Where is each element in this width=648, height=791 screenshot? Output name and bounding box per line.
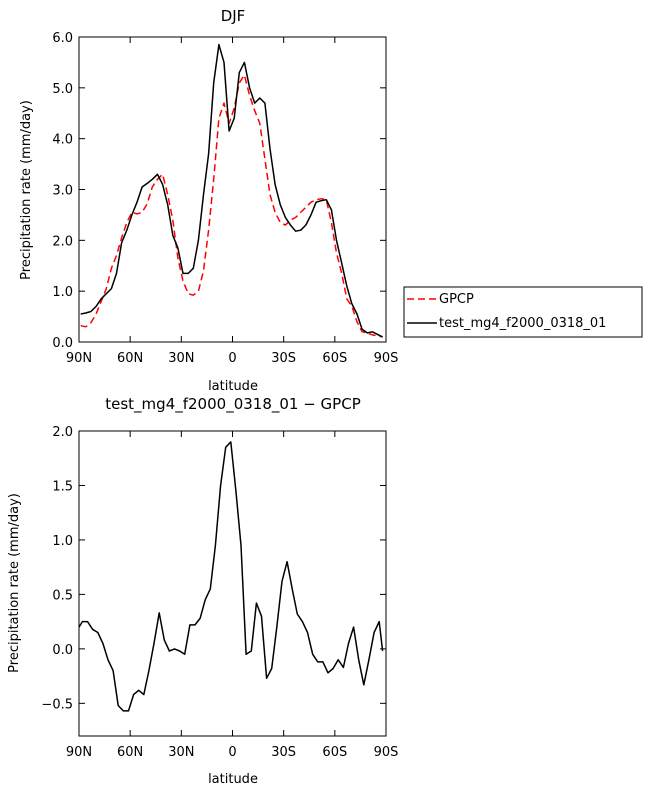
panel-djf-y-ticks: 0.0 1.0 2.0 3.0 4.0 5.0 6.0 <box>52 31 386 351</box>
y-tick-label: 1.5 <box>52 479 73 494</box>
y-tick-label: 4.0 <box>52 133 73 148</box>
series-line-gpcp <box>80 74 383 338</box>
y-tick-label: 6.0 <box>52 31 73 46</box>
panel-difference-x-axis-label: latitude <box>208 772 258 787</box>
panel-difference: test_mg4_f2000_0318_01 − GPCP 90N 60N 30N 0… <box>7 395 398 787</box>
x-tick-label: 90N <box>66 351 92 366</box>
x-tick-label: 30N <box>168 351 194 366</box>
y-tick-label: 1.0 <box>52 285 73 300</box>
x-tick-label: 30N <box>168 745 194 760</box>
x-tick-label: 60N <box>117 745 143 760</box>
panel-difference-y-axis-label: Precipitation rate (mm/day) <box>7 493 22 673</box>
panel-difference-plot-frame <box>78 430 387 737</box>
y-tick-label: −0.5 <box>41 697 73 712</box>
y-tick-label: 0.0 <box>52 643 73 658</box>
x-tick-label: 90S <box>374 351 399 366</box>
x-tick-label: 0 <box>228 351 236 366</box>
x-tick-label: 60N <box>117 351 143 366</box>
panel-djf-title: DJF <box>221 7 246 25</box>
series-line-difference <box>78 441 384 712</box>
panel-djf-y-axis-label: Precipitation rate (mm/day) <box>19 100 34 280</box>
panel-difference-series-lines <box>78 441 384 712</box>
panel-djf-series-lines <box>80 43 383 338</box>
x-tick-label: 60S <box>322 745 347 760</box>
y-tick-label: 1.0 <box>52 534 73 549</box>
panel-difference-x-ticks: 90N 60N 30N 0 30S 60S 90S <box>66 431 399 760</box>
panel-djf-plot-frame <box>78 36 387 343</box>
x-tick-label: 30S <box>271 351 296 366</box>
y-tick-label: 2.0 <box>52 425 73 440</box>
y-tick-label: 0.0 <box>52 336 73 351</box>
series-line-test-mg4-f2000-0318-01 <box>80 43 383 338</box>
panel-djf-x-ticks: 90N 60N 30N 0 30S 60S 90S <box>66 37 399 366</box>
x-tick-label: 90S <box>374 745 399 760</box>
legend-gpcp-label: GPCP <box>439 292 474 307</box>
x-tick-label: 0 <box>228 745 236 760</box>
panel-djf: DJF 90N 60N 30N 0 30S 60S 90S 0.0 1.0 2.0 3.0 4.0 5… <box>19 7 643 394</box>
panel-difference-title: test_mg4_f2000_0318_01 − GPCP <box>105 395 361 414</box>
panel-difference-y-ticks: −0.5 0.0 0.5 1.0 1.5 2.0 <box>41 425 386 712</box>
legend-box <box>403 286 643 338</box>
y-tick-label: 2.0 <box>52 234 73 249</box>
panel-djf-x-axis-label: latitude <box>208 379 258 394</box>
x-tick-label: 90N <box>66 745 92 760</box>
x-tick-label: 60S <box>322 351 347 366</box>
panel-djf-legend: GPCP test_mg4_f2000_0318_01 <box>403 286 643 338</box>
y-tick-label: 5.0 <box>52 82 73 97</box>
y-tick-label: 0.5 <box>52 588 73 603</box>
legend-model-label: test_mg4_f2000_0318_01 <box>439 316 606 331</box>
y-tick-label: 3.0 <box>52 184 73 199</box>
x-tick-label: 30S <box>271 745 296 760</box>
